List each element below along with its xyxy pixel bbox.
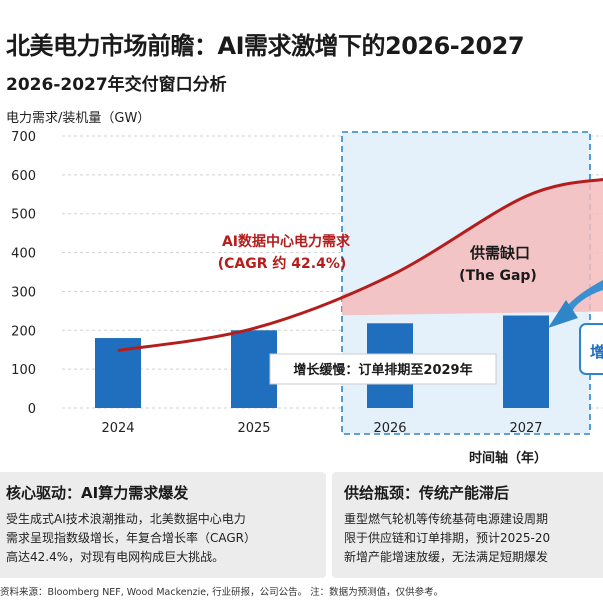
supply-bottleneck-line-2: 限于供应链和订单排期，预计2025-20: [344, 531, 551, 545]
core-driver-line-1: 受生成式AI技术浪潮推动，北美数据中心电力: [6, 512, 246, 526]
y-tick-label: 500: [11, 208, 36, 223]
x-tick-label: 2024: [101, 421, 134, 436]
gap-arrow-icon: [560, 280, 603, 315]
slow-growth-callout-box: [269, 353, 497, 385]
demand-annotation-title: AI数据中心电力需求: [222, 233, 351, 250]
y-tick-label: 100: [11, 363, 36, 378]
y-axis-ticks: 0 100 200 300 400 500 600 700: [11, 130, 36, 417]
source-note: 资料来源：Bloomberg NEF, Wood Mackenzie, 行业研报…: [0, 587, 444, 598]
gridlines: [62, 135, 603, 409]
x-tick-label: 2025: [237, 421, 270, 436]
y-tick-label: 400: [11, 247, 36, 262]
page-title: 北美电力市场前瞻：AI需求激增下的2026-2027: [6, 32, 525, 60]
supply-bottleneck-title: 供给瓶颈：传统产能滞后: [344, 484, 510, 502]
right-callout-text: 增: [590, 343, 603, 361]
bar-2025: [231, 330, 277, 408]
bar-2027: [503, 315, 549, 408]
bar-series: [95, 315, 549, 408]
core-driver-panel: 核心驱动：AI算力需求爆发 受生成式AI技术浪潮推动，北美数据中心电力 需求呈现…: [0, 472, 326, 578]
supply-bottleneck-text: 重型燃气轮机等传统基荷电源建设周期 限于供应链和订单排期，预计2025-20 新…: [344, 510, 550, 567]
supply-bottleneck-line-3: 新增产能增速放缓，无法满足短期爆发: [344, 550, 549, 564]
core-driver-text: 受生成式AI技术浪潮推动，北美数据中心电力 需求呈现指数级增长，年复合增长率（C…: [6, 510, 256, 567]
gap-label: 供需缺口: [469, 244, 530, 262]
core-driver-line-2: 需求呈现指数级增长，年复合增长率（CAGR）: [6, 531, 257, 545]
x-axis-ticks: 2024 2025 2026 2027: [101, 421, 542, 436]
slow-growth-callout: 增长缓慢：订单排期至2029年: [293, 362, 472, 378]
demand-line: [117, 177, 603, 352]
y-tick-label: 0: [28, 402, 36, 417]
x-tick-label: 2026: [373, 421, 406, 436]
core-driver-line-3: 高达42.4%，对现有电网构成巨大挑战。: [6, 550, 225, 564]
y-tick-label: 600: [11, 169, 36, 184]
y-tick-label: 700: [11, 130, 36, 145]
y-tick-label: 300: [11, 285, 36, 300]
supply-bottleneck-line-1: 重型燃气轮机等传统基荷电源建设周期: [344, 512, 549, 526]
y-tick-label: 200: [11, 324, 36, 339]
supply-demand-gap-area: [342, 179, 603, 316]
page-subtitle: 2026-2027年交付窗口分析: [6, 75, 227, 95]
right-callout-box: [579, 323, 603, 375]
gap-label-en: (The Gap): [459, 268, 537, 284]
x-tick-label: 2027: [509, 421, 542, 436]
y-axis-label: 电力需求/装机量（GW）: [6, 111, 150, 126]
core-driver-title: 核心驱动：AI算力需求爆发: [6, 484, 189, 502]
supply-bottleneck-panel: 供给瓶颈：传统产能滞后 重型燃气轮机等传统基荷电源建设周期 限于供应链和订单排期…: [332, 472, 603, 578]
x-axis-label: 时间轴（年）: [469, 450, 547, 466]
gap-arrow-head-icon: [548, 300, 578, 328]
demand-annotation-cagr: (CAGR 约 42.4%): [218, 255, 347, 272]
chart: 0 100 200 300 400 500 600 700 电力需求/装机量（GW） 2024…: [6, 111, 603, 466]
